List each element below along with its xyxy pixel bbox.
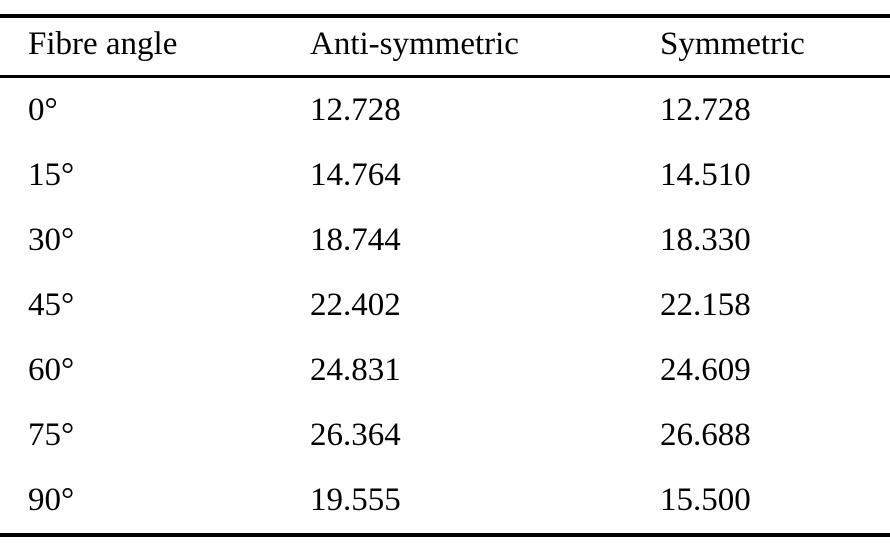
table-body: 0° 12.728 12.728 15° 14.764 14.510 30° 1… — [0, 77, 890, 536]
cell-anti-symmetric: 19.555 — [310, 482, 401, 518]
col-header-anti-symmetric: Anti-symmetric — [310, 26, 519, 62]
cell-symmetric: 12.728 — [660, 92, 751, 128]
cell-anti-symmetric: 22.402 — [310, 287, 401, 323]
table-row: 90° 19.555 15.500 — [0, 468, 890, 535]
col-header-fibre-angle: Fibre angle — [28, 26, 178, 62]
cell-symmetric: 14.510 — [660, 157, 751, 193]
cell-anti-symmetric: 12.728 — [310, 92, 401, 128]
cell-fibre-angle: 75° — [28, 417, 75, 453]
table-row: 60° 24.831 24.609 — [0, 338, 890, 403]
cell-fibre-angle: 90° — [28, 482, 75, 518]
table-row: 45° 22.402 22.158 — [0, 273, 890, 338]
cell-anti-symmetric: 14.764 — [310, 157, 401, 193]
cell-fibre-angle: 45° — [28, 287, 75, 323]
cell-symmetric: 26.688 — [660, 417, 751, 453]
fibre-angle-results-table: Fibre angle Anti-symmetric Symmetric 0° … — [0, 14, 890, 537]
cell-fibre-angle: 30° — [28, 222, 75, 258]
cell-anti-symmetric: 24.831 — [310, 352, 401, 388]
cell-fibre-angle: 60° — [28, 352, 75, 388]
cell-symmetric: 24.609 — [660, 352, 751, 388]
table-row: 75° 26.364 26.688 — [0, 403, 890, 468]
header-row: Fibre angle Anti-symmetric Symmetric — [0, 16, 890, 77]
col-header-symmetric: Symmetric — [660, 26, 805, 62]
table-row: 15° 14.764 14.510 — [0, 143, 890, 208]
cell-symmetric: 22.158 — [660, 287, 751, 323]
table-row: 30° 18.744 18.330 — [0, 208, 890, 273]
cell-symmetric: 18.330 — [660, 222, 751, 258]
table-header: Fibre angle Anti-symmetric Symmetric — [0, 16, 890, 77]
cell-anti-symmetric: 26.364 — [310, 417, 401, 453]
table-row: 0° 12.728 12.728 — [0, 77, 890, 144]
cell-anti-symmetric: 18.744 — [310, 222, 401, 258]
cell-fibre-angle: 0° — [28, 92, 58, 128]
cell-symmetric: 15.500 — [660, 482, 751, 518]
cell-fibre-angle: 15° — [28, 157, 75, 193]
